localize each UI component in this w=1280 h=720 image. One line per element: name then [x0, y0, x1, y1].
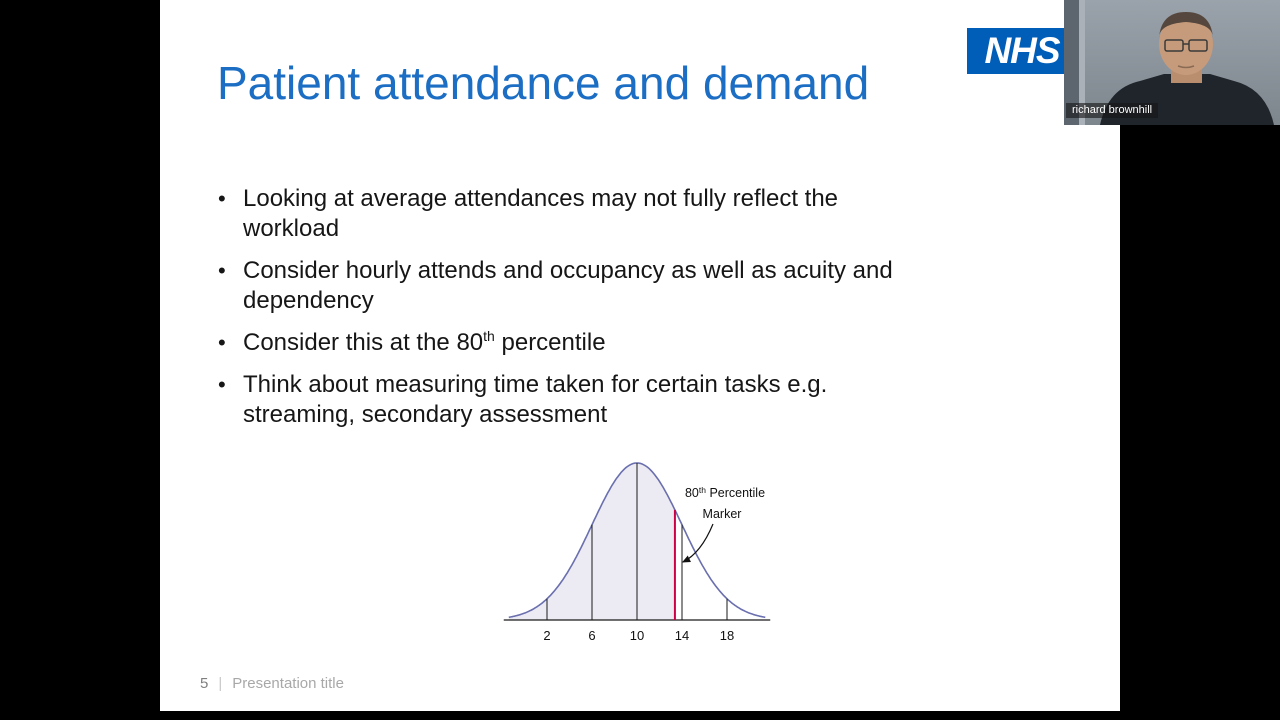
participant-name-label: richard brownhill [1066, 103, 1159, 118]
bullet-icon: • [218, 258, 226, 283]
list-item: • Looking at average attendances may not… [218, 184, 988, 244]
glasses-left-lens [1164, 39, 1184, 52]
bullet-icon: • [218, 372, 226, 397]
person-hair [1159, 12, 1213, 38]
list-item: • Consider hourly attends and occupancy … [218, 256, 988, 316]
page-number: 5 [200, 675, 209, 692]
superscript-th: th [483, 328, 495, 344]
glasses-right-lens [1188, 39, 1208, 52]
bullet-icon: • [218, 186, 226, 211]
bullet-text: Looking at average attendances may not f… [243, 185, 839, 242]
person-mouth [1177, 65, 1195, 69]
bell-curve-svg: 2 6 10 14 18 80th Percentile Marker [503, 462, 771, 643]
presentation-slide: Patient attendance and demand NHS • Look… [160, 0, 1120, 711]
tick-label: 6 [588, 628, 595, 643]
tick-label: 2 [543, 628, 550, 643]
bullet-list: • Looking at average attendances may not… [218, 184, 988, 442]
bullet-text: Think about measuring time taken for cer… [243, 371, 828, 428]
footer-separator: | [218, 675, 223, 692]
list-item: • Consider this at the 80th percentile [218, 328, 988, 358]
nhs-logo-text: NHS [984, 30, 1060, 71]
list-item: • Think about measuring time taken for c… [218, 370, 988, 430]
door-frame-edge [1079, 0, 1085, 125]
annotation-line2: Marker [703, 507, 742, 521]
nhs-logo: NHS [967, 28, 1077, 74]
annotation-arrow [681, 523, 714, 563]
bullet-text: Consider hourly attends and occupancy as… [243, 257, 893, 314]
door-frame [1064, 0, 1079, 125]
webcam-video [1064, 0, 1280, 125]
footer-title: Presentation title [232, 675, 344, 692]
slide-title: Patient attendance and demand [217, 57, 870, 109]
webcam-tile[interactable]: richard brownhill [1064, 0, 1280, 125]
slide-footer: 5 | Presentation title [200, 675, 344, 692]
tick-label: 18 [720, 628, 734, 643]
bullet-icon: • [218, 330, 226, 355]
tick-label: 14 [675, 628, 689, 643]
bell-curve-chart: 2 6 10 14 18 80th Percentile Marker [500, 456, 790, 661]
annotation-line1: 80th Percentile [685, 485, 765, 500]
tick-label: 10 [630, 628, 644, 643]
bullet-text: Consider this at the 80th percentile [243, 328, 606, 356]
